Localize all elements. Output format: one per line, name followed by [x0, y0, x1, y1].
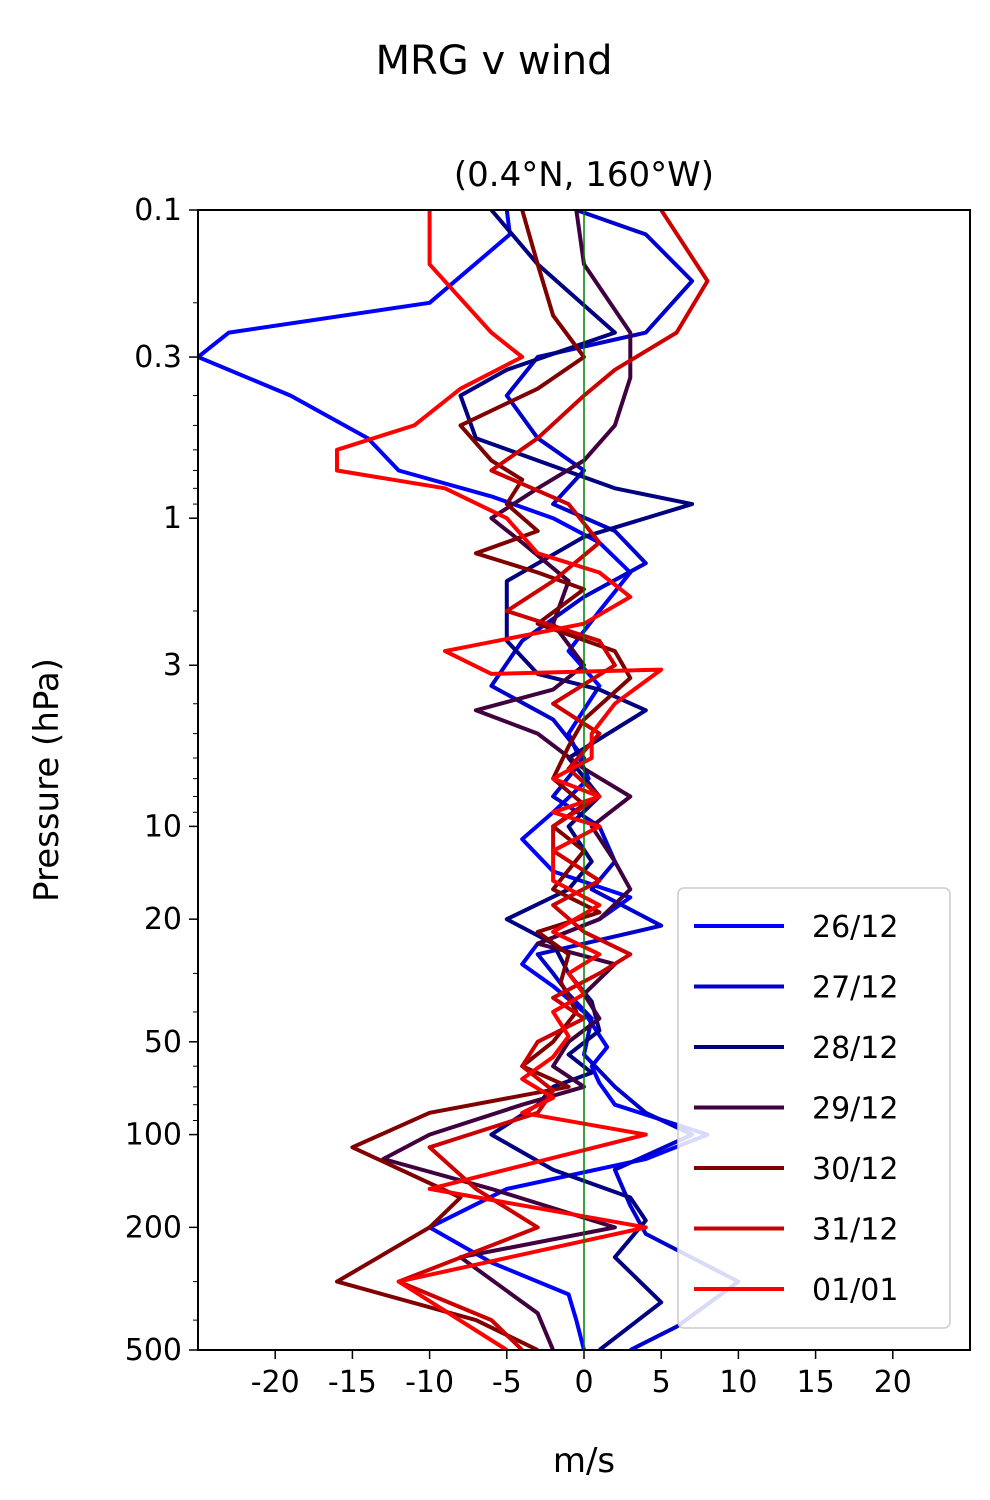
y-tick-label: 10 [144, 809, 182, 844]
legend-label: 29/12 [812, 1092, 898, 1127]
series-line-28-12 [458, 210, 695, 1350]
y-axis-label: Pressure (hPa) [27, 658, 67, 902]
legend-label: 27/12 [812, 971, 898, 1006]
x-tick-label: 0 [574, 1365, 593, 1400]
chart-subtitle: (0.4°N, 160°W) [454, 155, 714, 195]
plot-area: -20 -15 -10 -5 0 5 10 15 20 0.1 0.3 1 3 10 20 50 100 200 5… [125, 193, 971, 1400]
series-line-26-12 [198, 210, 710, 1350]
x-tick-label: -15 [328, 1365, 377, 1400]
series-line-01-01 [335, 210, 664, 1350]
y-tick-label: 200 [125, 1210, 182, 1245]
chart-title: MRG v wind [376, 38, 613, 84]
x-tick-label: -10 [405, 1365, 454, 1400]
x-tick-label: 10 [719, 1365, 757, 1400]
x-tick-label: 5 [652, 1365, 671, 1400]
y-tick-label: 0.3 [134, 340, 182, 375]
x-tick-label: -5 [492, 1365, 522, 1400]
series-line-30-12 [335, 210, 633, 1350]
x-tick-label: -20 [251, 1365, 300, 1400]
legend-label: 26/12 [812, 910, 898, 945]
y-tick-label: 3 [163, 648, 182, 683]
y-tick-label: 100 [125, 1118, 182, 1153]
x-tick-label: 20 [874, 1365, 912, 1400]
series-line-29-12 [381, 210, 633, 1350]
y-tick-label: 20 [144, 902, 182, 937]
legend: 26/12 27/12 28/12 29/12 30/12 31/12 01/01 [677, 887, 951, 1329]
y-tick-label: 0.1 [134, 193, 182, 228]
y-tick-label: 50 [144, 1025, 182, 1060]
legend-label: 31/12 [812, 1213, 898, 1248]
y-tick-label: 500 [125, 1333, 182, 1368]
x-axis-label: m/s [553, 1441, 615, 1481]
legend-label: 28/12 [812, 1031, 898, 1066]
legend-label: 01/01 [812, 1273, 898, 1308]
x-tick-label: 15 [797, 1365, 835, 1400]
y-tick-label: 1 [163, 501, 182, 536]
legend-box [677, 887, 951, 1329]
series-group [198, 210, 741, 1350]
legend-label: 30/12 [812, 1152, 898, 1187]
series-line-31-12 [396, 210, 710, 1350]
